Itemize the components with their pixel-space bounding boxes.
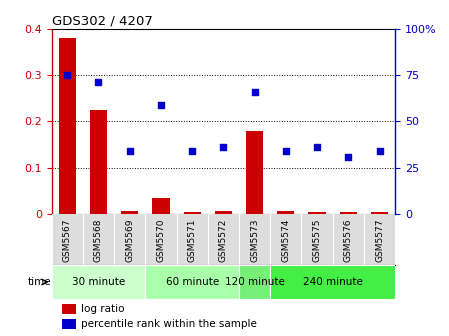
- Point: [220, 145, 227, 150]
- Text: percentile rank within the sample: percentile rank within the sample: [81, 319, 257, 329]
- Bar: [340, 212, 357, 214]
- Point: [189, 149, 196, 154]
- Bar: [239, 265, 270, 299]
- Text: GSM5569: GSM5569: [125, 218, 134, 262]
- Text: GDS302 / 4207: GDS302 / 4207: [52, 14, 153, 28]
- Text: GSM5575: GSM5575: [313, 218, 321, 262]
- Bar: [184, 212, 201, 214]
- Bar: [145, 265, 239, 299]
- Text: GSM5576: GSM5576: [344, 218, 353, 262]
- Text: time: time: [27, 277, 51, 287]
- Bar: [62, 304, 76, 314]
- Bar: [215, 211, 232, 214]
- Text: GSM5567: GSM5567: [63, 218, 72, 262]
- Text: 240 minute: 240 minute: [303, 277, 363, 287]
- Bar: [121, 211, 138, 214]
- Bar: [59, 38, 76, 214]
- Text: 120 minute: 120 minute: [224, 277, 285, 287]
- Bar: [152, 198, 170, 214]
- Bar: [246, 131, 263, 214]
- Text: GSM5577: GSM5577: [375, 218, 384, 262]
- Bar: [277, 211, 295, 214]
- Text: 60 minute: 60 minute: [166, 277, 219, 287]
- Text: GSM5574: GSM5574: [282, 218, 291, 262]
- Bar: [371, 212, 388, 214]
- Text: GSM5573: GSM5573: [250, 218, 259, 262]
- Text: GSM5568: GSM5568: [94, 218, 103, 262]
- Point: [95, 80, 102, 85]
- Bar: [308, 212, 326, 214]
- Point: [126, 149, 133, 154]
- Point: [64, 72, 71, 78]
- Bar: [62, 319, 76, 329]
- Point: [313, 145, 321, 150]
- Text: GSM5571: GSM5571: [188, 218, 197, 262]
- Point: [376, 149, 383, 154]
- Text: log ratio: log ratio: [81, 304, 124, 314]
- Bar: [270, 265, 395, 299]
- Text: GSM5570: GSM5570: [156, 218, 165, 262]
- Bar: [52, 265, 145, 299]
- Point: [251, 89, 258, 94]
- Point: [345, 154, 352, 160]
- Text: 30 minute: 30 minute: [72, 277, 125, 287]
- Point: [282, 149, 290, 154]
- Point: [157, 102, 164, 108]
- Text: GSM5572: GSM5572: [219, 218, 228, 262]
- Bar: [90, 110, 107, 214]
